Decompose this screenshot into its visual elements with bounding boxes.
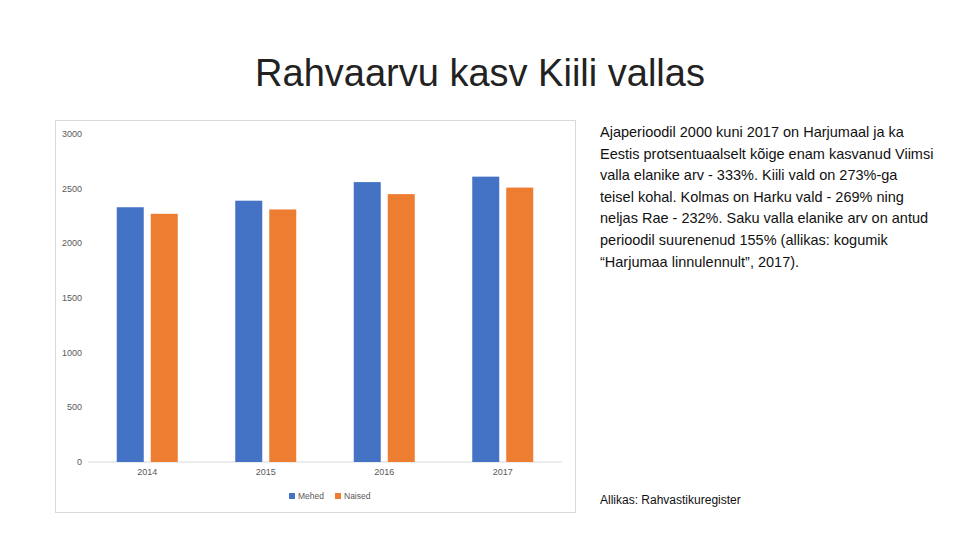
bar [235, 201, 262, 462]
bar [269, 209, 296, 462]
bar [388, 194, 415, 462]
tick-label: 500 [67, 402, 82, 412]
tick-mark [85, 243, 88, 244]
tick-label: 1000 [62, 348, 82, 358]
legend-swatch [335, 493, 341, 499]
tick-mark [85, 134, 88, 135]
tick-label: 0 [77, 457, 82, 467]
tick-mark [85, 298, 88, 299]
bar [506, 188, 533, 462]
bars [117, 177, 534, 462]
legend-label: Mehed [298, 491, 324, 501]
tick-mark [85, 462, 88, 463]
tick-mark [85, 352, 88, 353]
legend-label: Naised [344, 491, 371, 501]
category-label: 2017 [493, 467, 513, 477]
tick-label: 2000 [62, 238, 82, 248]
category-label: 2015 [256, 467, 276, 477]
tick-mark [85, 407, 88, 408]
tick-label: 2500 [62, 184, 82, 194]
tick-label: 1500 [62, 293, 82, 303]
tick-label: 3000 [62, 129, 82, 139]
slide-title: Rahvaarvu kasv Kiili vallas [0, 52, 960, 95]
bar [117, 207, 144, 462]
category-label: 2014 [137, 467, 157, 477]
tick-mark [85, 188, 88, 189]
source-note: Allikas: Rahvastikuregister [600, 493, 741, 507]
bar [354, 182, 381, 462]
bar [151, 214, 178, 462]
body-text: Ajaperioodil 2000 kuni 2017 on Harjumaal… [600, 122, 935, 273]
bar [472, 177, 499, 462]
chart: 0 500 1000 1500 2000 2500 3000 2014 2015 2016 2017… [0, 0, 960, 540]
legend-swatch [289, 493, 295, 499]
category-label: 2016 [374, 467, 394, 477]
legend: Mehed Naised [289, 491, 371, 501]
